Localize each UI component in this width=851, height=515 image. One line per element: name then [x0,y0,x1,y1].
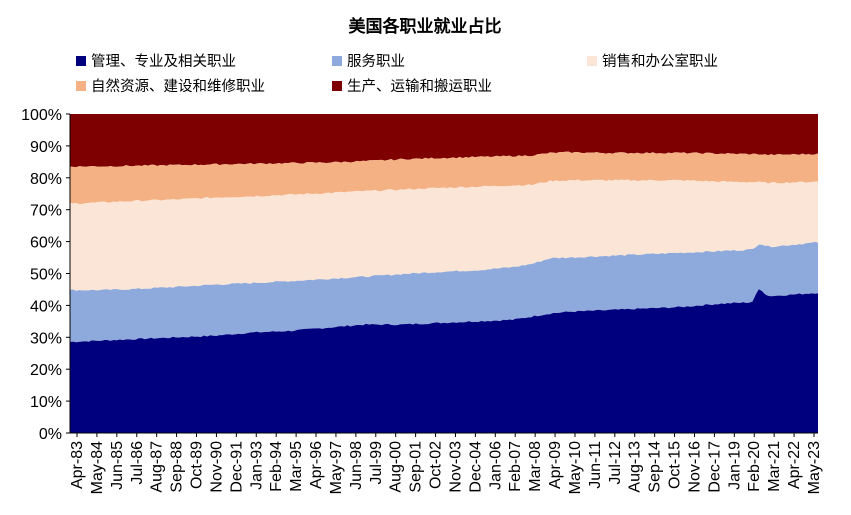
x-tick-label: May-10 [567,441,584,494]
area-natural-resources [70,151,818,205]
y-tick-label: 70% [30,203,62,220]
legend-swatch-management [76,56,86,66]
x-tick-label: Oct-02 [428,441,445,489]
x-tick-label: Jun-85 [109,441,126,490]
x-tick-label: May-23 [806,441,823,494]
x-tick-label: Mar-21 [766,441,783,492]
x-tick-label: Mar-08 [527,441,544,492]
x-tick-label: Jul-86 [129,441,146,485]
legend-label-management: 管理、专业及相关职业 [91,53,236,70]
chart-title: 美国各职业就业占比 [349,16,502,37]
x-tick-label: Nov-16 [687,441,704,493]
legend-item-service: 服务职业 [332,53,405,70]
legend-item-natural-resources: 自然资源、建设和维修职业 [76,78,265,95]
legend-swatch-sales-office [587,56,597,66]
x-tick-label: Jan-19 [726,441,743,490]
legend-label-natural-resources: 自然资源、建设和维修职业 [91,78,265,95]
y-tick-label: 100% [21,107,62,124]
x-tick-label: Apr-09 [547,441,564,489]
x-tick-label: Dec-91 [228,441,245,493]
x-tick-label: Jul-99 [368,441,385,485]
legend: 管理、专业及相关职业 服务职业 销售和办公室职业 自然资源、建设和维修职业 生产… [76,53,718,95]
x-tick-label: Apr-22 [786,441,803,489]
x-tick-label: Aug-00 [388,441,405,493]
plot-areas [70,114,818,433]
x-tick-label: Mar-95 [288,441,305,492]
legend-swatch-production [332,81,342,91]
x-tick-label: Apr-96 [308,441,325,489]
y-tick-label: 40% [30,298,62,315]
y-tick-label: 20% [30,362,62,379]
x-tick-label: Sep-14 [647,441,664,493]
x-tick-label: Dec-17 [706,441,723,493]
x-tick-label: Jan-93 [248,441,265,490]
x-tick-label: Dec-04 [467,441,484,493]
area-management [70,289,818,433]
y-axis: 0% 10% 20% 30% 40% 50% 60% 70% 80% 90% 100% [21,107,71,443]
x-tick-label: Nov-03 [448,441,465,493]
y-tick-label: 50% [30,267,62,284]
x-tick-label: Jun-98 [348,441,365,490]
x-tick-label: Nov-90 [208,441,225,493]
area-service [70,241,818,343]
legend-item-sales-office: 销售和办公室职业 [587,53,718,70]
x-tick-label: Feb-94 [268,441,285,492]
y-tick-label: 80% [30,171,62,188]
x-tick-label: Feb-20 [746,441,763,492]
area-sales-office [70,179,818,291]
x-tick-label: Sep-88 [169,441,186,493]
legend-swatch-service [332,56,342,66]
legend-swatch-natural-resources [76,81,86,91]
x-axis: Apr-83 May-84 Jun-85 Jul-86 Aug-87 Sep-88 Oct-… [69,432,823,494]
x-tick-label: Aug-87 [149,441,166,493]
x-tick-label: Jun-11 [587,441,604,489]
y-tick-label: 30% [30,330,62,347]
y-tick-label: 90% [30,139,62,156]
y-tick-label: 10% [30,394,62,411]
x-tick-label: Feb-07 [507,441,524,492]
legend-item-management: 管理、专业及相关职业 [76,53,236,70]
x-tick-label: Sep-01 [408,441,425,493]
x-tick-label: Jan-06 [487,441,504,490]
area-production [70,114,818,168]
y-tick-label: 0% [39,426,62,443]
x-tick-label: Aug-13 [627,441,644,493]
y-tick-label: 60% [30,235,62,252]
x-tick-label: May-84 [89,441,106,494]
x-tick-label: Oct-89 [189,441,206,489]
legend-label-production: 生产、运输和搬运职业 [347,78,492,95]
x-tick-label: Oct-15 [667,441,684,489]
x-tick-label: Apr-83 [69,441,86,489]
legend-label-sales-office: 销售和办公室职业 [602,53,718,70]
legend-item-production: 生产、运输和搬运职业 [332,78,492,95]
x-tick-label: Jul-12 [607,441,624,485]
x-tick-label: May-97 [328,441,345,494]
legend-label-service: 服务职业 [347,53,405,70]
